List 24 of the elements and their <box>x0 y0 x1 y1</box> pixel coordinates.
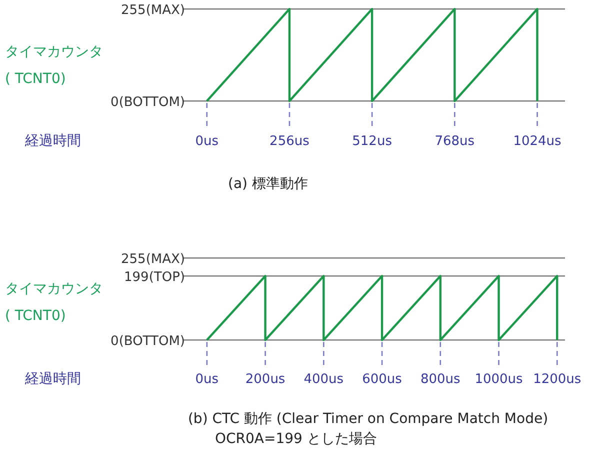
y-tick-label: 0(BOTTOM) <box>110 95 185 110</box>
x-tick-label: 800us <box>420 372 461 387</box>
text: (b) CTC 動作 (Clear Timer on Compare Match Mode) <box>188 411 548 427</box>
x-tick-label: 1024us <box>513 134 562 149</box>
x-tick-label: 0us <box>195 134 219 149</box>
x-axis-title: 経過時間 <box>24 133 81 149</box>
x-tick-label: 1200us <box>533 372 582 387</box>
y-axis-title: タイマカウンタ ( TCNT0) <box>5 44 103 87</box>
x-axis-title: 経過時間 <box>24 371 81 387</box>
text: (a) 標準動作 <box>228 176 308 192</box>
x-tick-label: 1000us <box>474 372 524 387</box>
y-tick-label: 255(MAX) <box>121 3 185 18</box>
y-tick-label: 255(MAX) <box>121 252 185 267</box>
x-tick-label: 0us <box>195 372 219 387</box>
y-axis-title: タイマカウンタ ( TCNT0) <box>5 281 103 324</box>
x-tick-label: 200us <box>245 372 286 387</box>
x-tick-label: 600us <box>362 372 402 387</box>
x-tick-label: 768us <box>434 134 475 149</box>
x-tick-label: 400us <box>304 372 344 387</box>
text: OCR0A=199 とした場合 <box>215 431 377 447</box>
y-tick-label: 199(TOP) <box>124 270 185 286</box>
x-tick-label: 512us <box>352 134 392 149</box>
x-tick-label: 256us <box>270 134 310 149</box>
y-tick-label: 0(BOTTOM) <box>110 334 185 349</box>
